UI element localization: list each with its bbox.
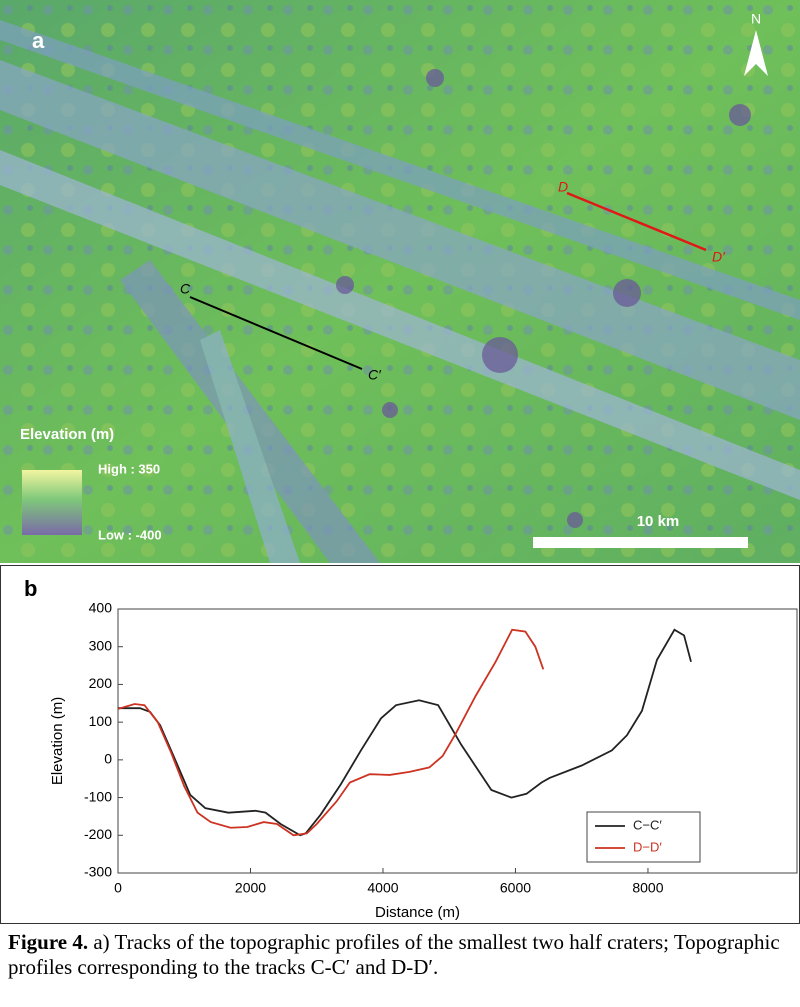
chart-panel	[0, 565, 800, 924]
y-tick-label: 300	[89, 637, 113, 653]
x-tick-label: 6000	[500, 880, 531, 896]
caption: Figure 4. a) Tracks of the topographic p…	[8, 930, 793, 980]
legend-label: C−C′	[633, 817, 662, 832]
y-tick-label: -200	[84, 826, 112, 842]
x-tick-label: 0	[114, 880, 122, 896]
map-panel: C C′ D D′ a N Elevation (m) High : 350 L…	[0, 0, 800, 563]
x-tick-label: 8000	[632, 880, 663, 896]
x-axis-label: Distance (m)	[375, 904, 460, 921]
track-label: C′	[368, 367, 382, 383]
y-tick-label: 200	[89, 675, 113, 691]
legend-box	[586, 811, 701, 863]
track-c	[189, 296, 363, 370]
y-axis-label: Elevation (m)	[49, 697, 66, 785]
map-ridges	[0, 20, 800, 563]
track-label: D	[558, 179, 568, 195]
line	[118, 628, 692, 837]
panel-label: b	[24, 576, 37, 601]
north-arrow	[744, 30, 768, 76]
y-tick-label: 100	[89, 713, 113, 729]
caption-label: Figure 4.	[8, 930, 89, 954]
y-tick-label: -100	[84, 788, 112, 804]
panel-label: a	[32, 28, 45, 53]
y-tick-label: 400	[89, 600, 113, 616]
scale-bar	[533, 537, 748, 548]
legend-high: High : 350	[98, 461, 160, 476]
map-craters	[336, 69, 751, 528]
track-d	[566, 191, 707, 252]
caption-text: a) Tracks of the topographic profiles of…	[8, 930, 780, 979]
north-label: N	[751, 11, 761, 27]
x-tick-label: 2000	[235, 880, 266, 896]
scale-label: 10 km	[637, 513, 680, 530]
map-texture	[0, 0, 800, 563]
line	[117, 628, 545, 837]
y-tick-label: -300	[84, 864, 112, 880]
figure: C C′ D D′ a N Elevation (m) High : 350 L…	[0, 0, 800, 924]
color-bar	[22, 470, 82, 535]
x-tick-label: 4000	[367, 880, 398, 896]
y-tick-label: 0	[104, 751, 112, 767]
legend-title: Elevation (m)	[20, 426, 114, 443]
legend-label: D−D′	[633, 839, 662, 854]
legend-low: Low : -400	[98, 527, 162, 542]
track-label: C	[180, 281, 191, 297]
track-label: D′	[712, 249, 726, 265]
plot-frame	[117, 608, 798, 874]
track-labels: C C′ D D′	[180, 179, 726, 383]
